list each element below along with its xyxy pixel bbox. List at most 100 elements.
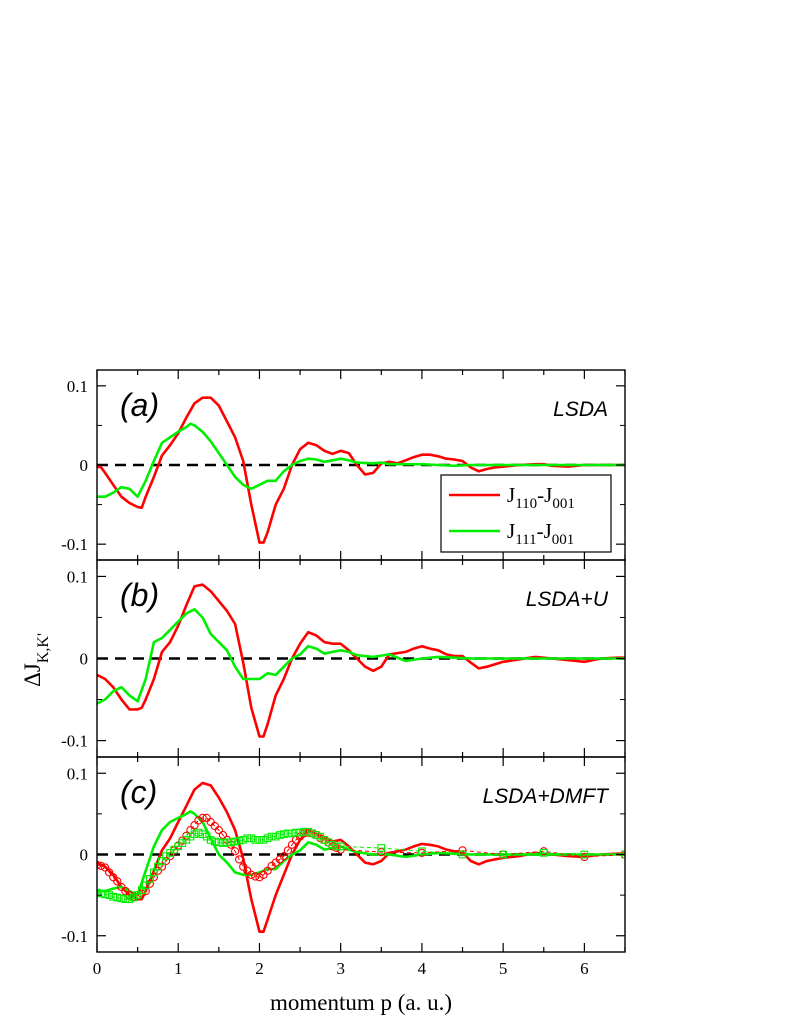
legend-box bbox=[440, 474, 612, 553]
data-point-square bbox=[243, 834, 252, 843]
data-point-square bbox=[105, 891, 114, 899]
data-point-square bbox=[259, 836, 268, 844]
legend: J110-J001 J111-J001 bbox=[440, 474, 612, 553]
data-point-circle bbox=[206, 817, 215, 827]
data-point-circle bbox=[198, 813, 207, 823]
panels: 0.1 0 -0.1 (a) LSDA 0.1 0 -0.1 (b) LSDA+U 0.1 0 -0.1… bbox=[61, 369, 626, 978]
legend-label: J111-J001 bbox=[507, 519, 574, 548]
data-point-circle bbox=[190, 821, 199, 830]
data-point-square bbox=[312, 831, 321, 839]
data-point-square bbox=[284, 829, 292, 838]
data-point-square bbox=[129, 893, 138, 902]
data-point-square bbox=[150, 868, 158, 877]
panel-method-label: LSDA+DMFT bbox=[483, 785, 611, 808]
series-J111-line bbox=[97, 810, 625, 897]
data-point-square bbox=[101, 890, 109, 899]
data-point-circle bbox=[251, 872, 260, 881]
data-point-square bbox=[154, 862, 162, 871]
panel-tag: (a) bbox=[120, 387, 159, 423]
data-point-square bbox=[194, 828, 203, 837]
data-point-circle bbox=[125, 890, 134, 900]
data-point-circle bbox=[235, 855, 244, 864]
y-tick-label: 0.1 bbox=[67, 377, 88, 396]
data-point-square bbox=[267, 832, 276, 841]
data-point-square bbox=[251, 836, 260, 844]
y-tick-label: 0 bbox=[80, 846, 89, 865]
y-tick-label: 0.1 bbox=[67, 764, 88, 783]
panel-method-label: LSDA+U bbox=[526, 588, 609, 611]
data-point-square bbox=[320, 836, 329, 844]
data-point-circle bbox=[287, 840, 297, 849]
data-point-square bbox=[227, 838, 235, 847]
data-point-square bbox=[137, 886, 146, 895]
data-point-circle bbox=[458, 846, 467, 855]
series-J110-line bbox=[97, 396, 625, 544]
data-point-square bbox=[328, 840, 337, 849]
data-point-circle bbox=[218, 830, 228, 840]
data-point-square bbox=[141, 881, 150, 890]
data-point-square bbox=[231, 837, 239, 846]
data-point-square bbox=[186, 832, 195, 841]
data-point-square bbox=[377, 844, 386, 852]
data-point-circle bbox=[247, 870, 256, 879]
data-point-square bbox=[279, 830, 288, 839]
data-point-square bbox=[158, 857, 166, 865]
data-point-square bbox=[275, 831, 284, 839]
data-point-square bbox=[125, 895, 134, 904]
data-point-circle bbox=[230, 847, 240, 856]
data-point-square bbox=[210, 837, 219, 846]
data-point-square bbox=[133, 891, 142, 899]
x-tick-label: 2 bbox=[255, 959, 264, 978]
y-tick-label: -0.1 bbox=[61, 535, 88, 554]
y-tick-label: 0.1 bbox=[67, 567, 88, 586]
data-point-circle bbox=[255, 873, 264, 882]
data-point-square bbox=[324, 838, 333, 847]
panel-b: 0.1 0 -0.1 (b) LSDA+U bbox=[61, 559, 626, 758]
data-point-square bbox=[580, 850, 589, 859]
data-point-square bbox=[239, 836, 248, 844]
data-point-circle bbox=[182, 831, 191, 840]
series-J110-line bbox=[97, 781, 625, 934]
x-tick-label: 3 bbox=[336, 959, 345, 978]
data-point-circle bbox=[263, 866, 272, 875]
x-tick-label: 4 bbox=[418, 959, 427, 978]
data-point-square bbox=[255, 836, 264, 844]
x-tick-label: 1 bbox=[174, 959, 183, 978]
series-J111-line bbox=[97, 607, 625, 705]
panel-c: 0.1 0 -0.1 0 1 2 3 4 5 6 (c) LSDA+DMFT bbox=[61, 756, 626, 978]
data-point-square bbox=[539, 849, 548, 857]
data-point-circle bbox=[105, 868, 114, 877]
x-tick-label: 0 bbox=[93, 959, 102, 978]
data-point-square bbox=[288, 829, 296, 838]
data-point-circle bbox=[210, 821, 219, 831]
data-point-square bbox=[332, 842, 341, 851]
data-point-square bbox=[97, 888, 101, 897]
plot-area bbox=[97, 781, 625, 934]
series-J111-line bbox=[97, 422, 625, 499]
data-point-square bbox=[190, 830, 199, 839]
data-point-square bbox=[300, 827, 308, 836]
legend-label: J110-J001 bbox=[507, 483, 575, 512]
data-point-square bbox=[145, 875, 154, 883]
series-J110-line bbox=[97, 583, 625, 738]
data-point-square bbox=[223, 838, 231, 847]
data-point-circle bbox=[186, 825, 195, 835]
data-point-circle bbox=[279, 851, 288, 861]
data-point-square bbox=[296, 828, 304, 837]
data-point-square bbox=[206, 836, 215, 844]
y-tick-label: -0.1 bbox=[61, 927, 88, 946]
data-point-square bbox=[292, 828, 300, 837]
data-point-square bbox=[235, 836, 244, 845]
panel-tag: (b) bbox=[120, 577, 159, 613]
y-axis-label: ΔJK,K' bbox=[20, 633, 52, 687]
panel-a: 0.1 0 -0.1 (a) LSDA bbox=[61, 369, 626, 561]
data-point-circle bbox=[113, 877, 122, 886]
series-J111-markers-line bbox=[97, 831, 625, 900]
data-point-square bbox=[198, 830, 207, 839]
data-point-circle bbox=[194, 816, 203, 825]
data-point-square bbox=[418, 847, 426, 856]
data-point-square bbox=[109, 892, 118, 901]
data-point-square bbox=[271, 832, 280, 841]
y-tick-label: -0.1 bbox=[61, 732, 88, 751]
